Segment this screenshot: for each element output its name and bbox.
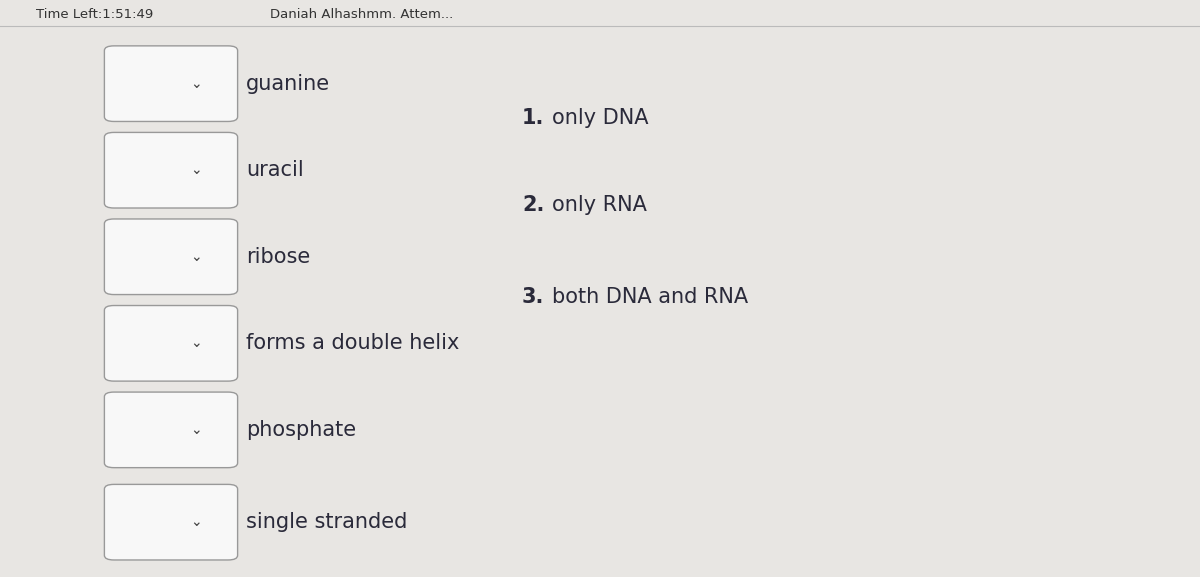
Text: ⌄: ⌄ (191, 515, 202, 529)
Text: Daniah Alhashmm. Attem...: Daniah Alhashmm. Attem... (270, 8, 454, 21)
FancyBboxPatch shape (104, 219, 238, 294)
FancyBboxPatch shape (104, 133, 238, 208)
Text: only DNA: only DNA (552, 108, 648, 128)
Text: ribose: ribose (246, 247, 311, 267)
Text: 2.: 2. (522, 195, 545, 215)
Text: 3.: 3. (522, 287, 545, 307)
FancyBboxPatch shape (104, 46, 238, 122)
Text: 1.: 1. (522, 108, 545, 128)
Text: uracil: uracil (246, 160, 304, 180)
Text: guanine: guanine (246, 74, 330, 93)
Text: phosphate: phosphate (246, 420, 356, 440)
Text: ⌄: ⌄ (191, 336, 202, 350)
Text: ⌄: ⌄ (191, 423, 202, 437)
Text: both DNA and RNA: both DNA and RNA (552, 287, 748, 307)
Text: ⌄: ⌄ (191, 77, 202, 91)
Text: only RNA: only RNA (552, 195, 647, 215)
Text: ⌄: ⌄ (191, 250, 202, 264)
Text: forms a double helix: forms a double helix (246, 334, 460, 353)
Text: single stranded: single stranded (246, 512, 407, 532)
FancyBboxPatch shape (104, 392, 238, 467)
FancyBboxPatch shape (104, 306, 238, 381)
Text: Time Left:1:51:49: Time Left:1:51:49 (36, 8, 154, 21)
FancyBboxPatch shape (104, 485, 238, 560)
Text: ⌄: ⌄ (191, 163, 202, 177)
